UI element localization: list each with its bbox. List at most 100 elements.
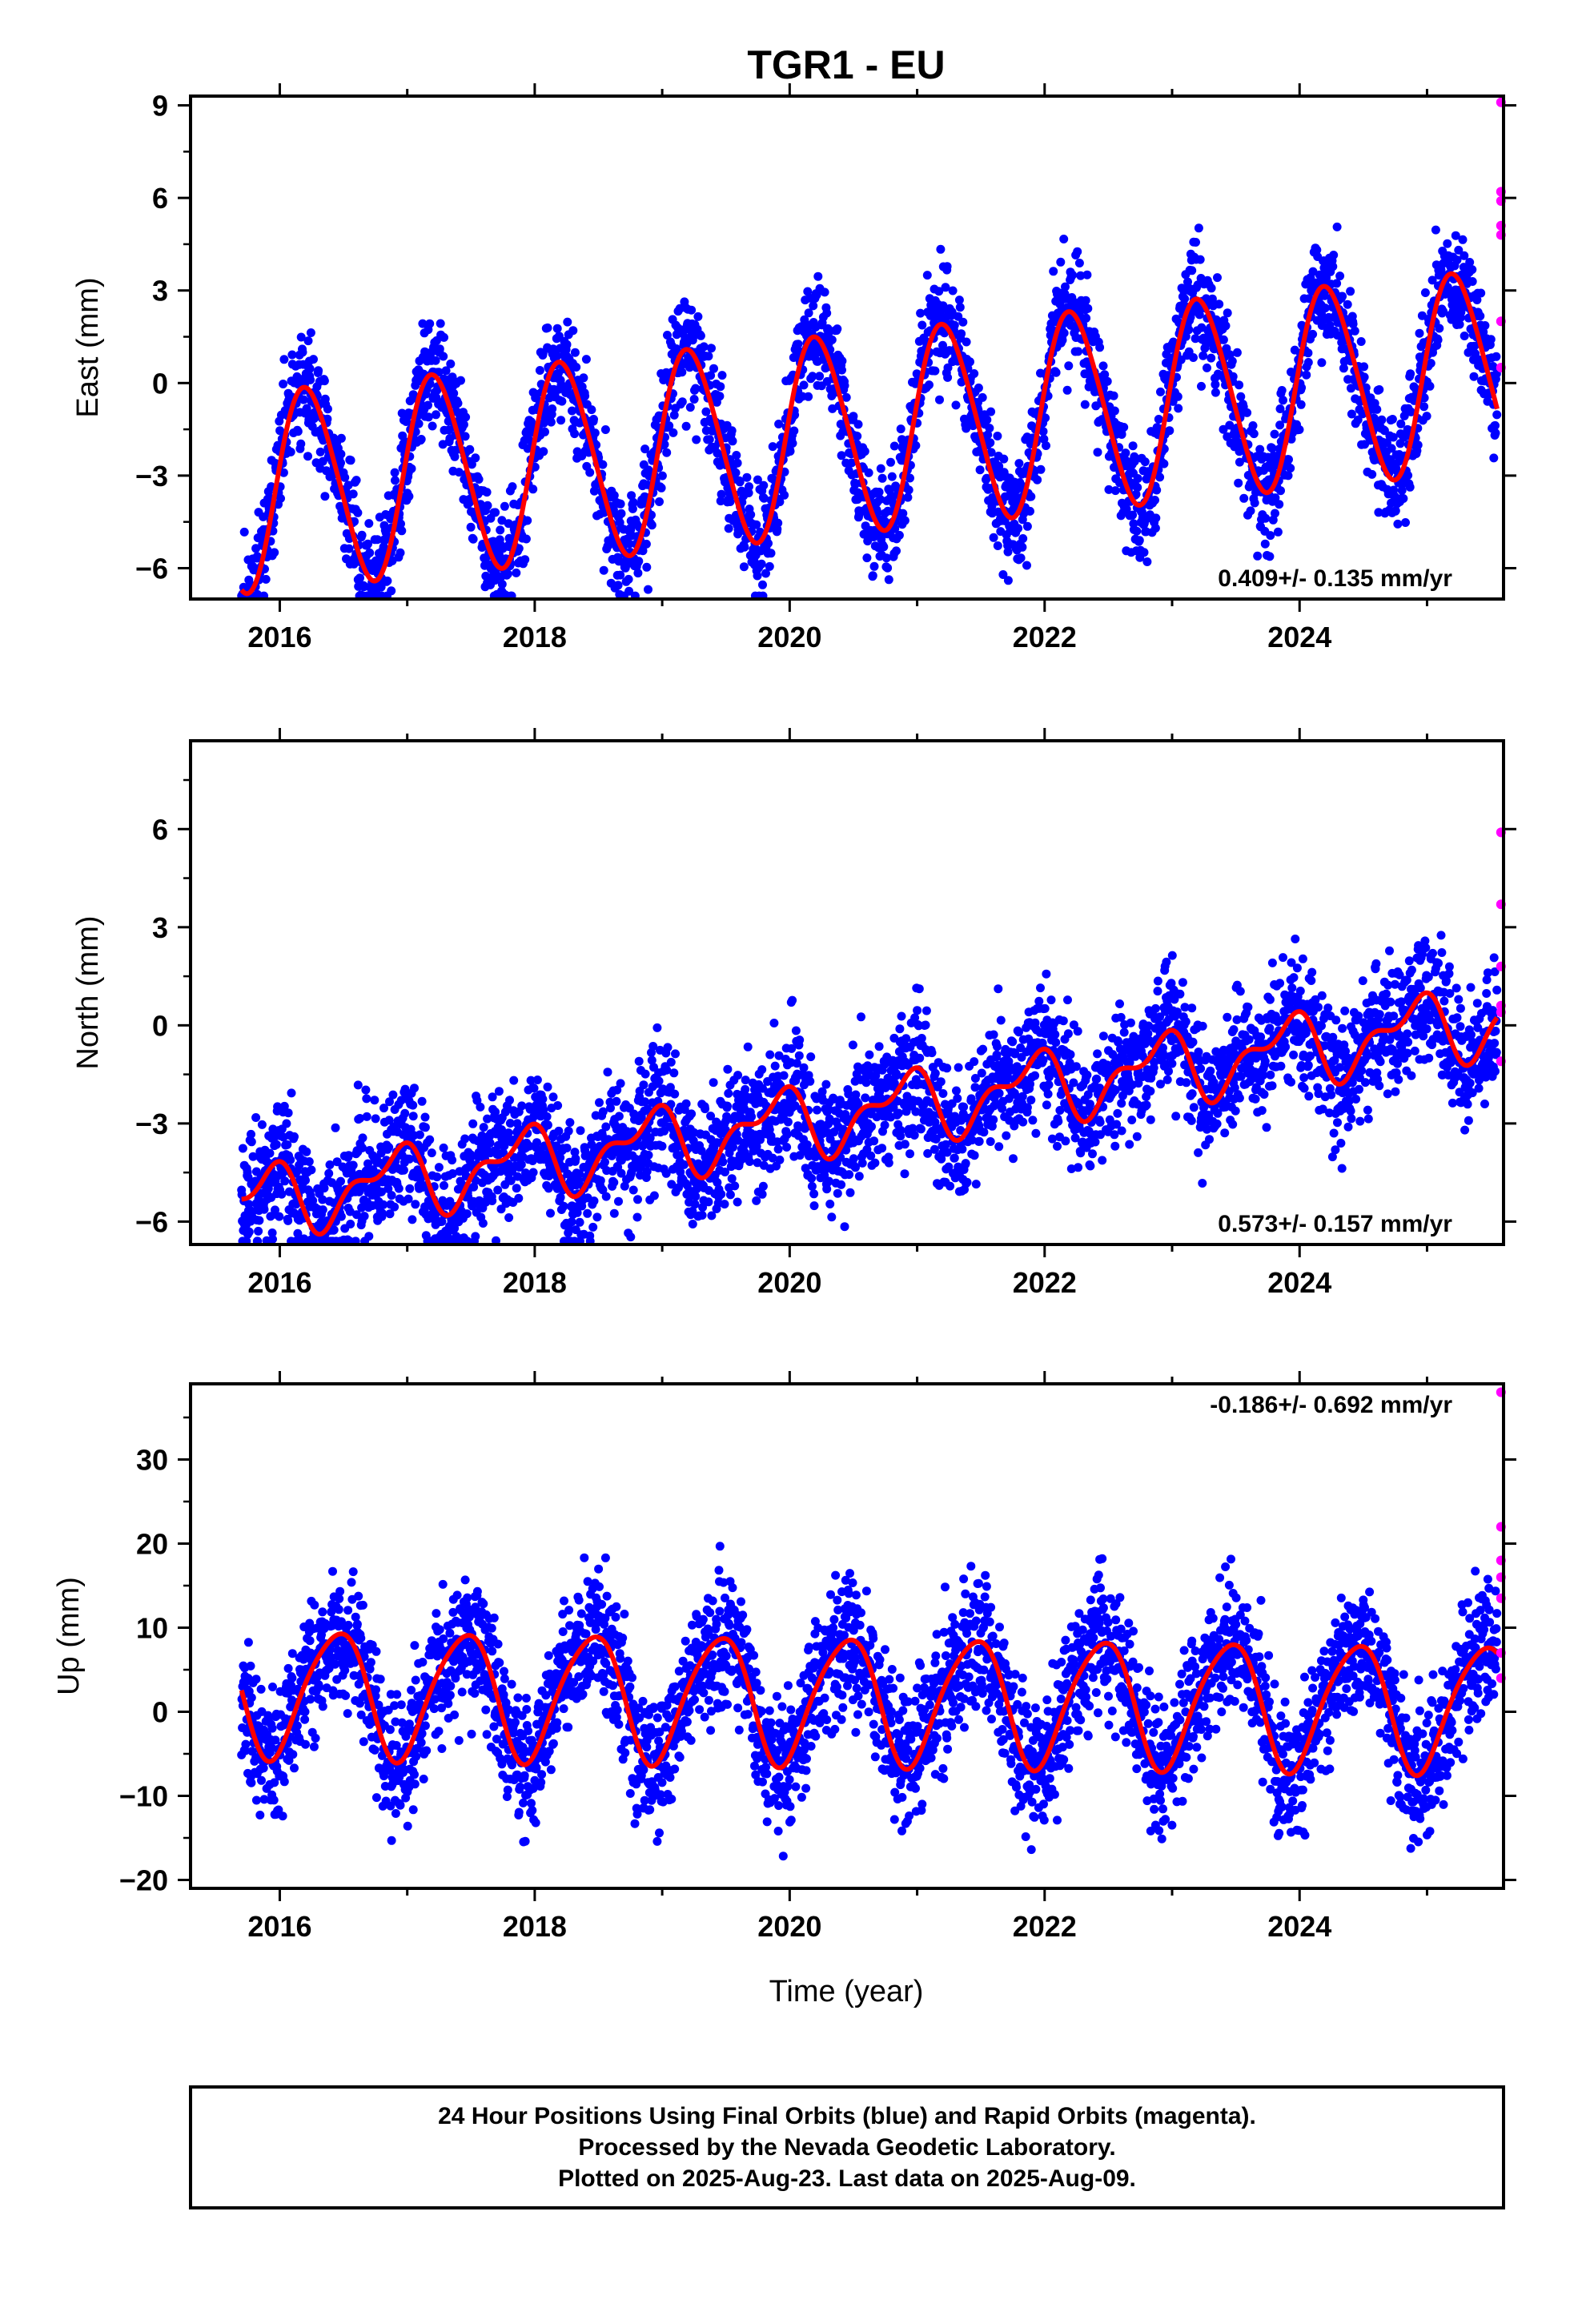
east-final-point-2716 — [1260, 539, 1270, 549]
north-final-point-406 — [390, 1202, 400, 1212]
east-final-point-1747 — [896, 424, 905, 434]
north-final-point-332 — [362, 1112, 371, 1121]
east-final-point-2434 — [1156, 387, 1165, 396]
north-final-point-290 — [346, 1220, 355, 1228]
north-final-point-878 — [564, 1126, 573, 1136]
east-final-point-798 — [539, 447, 548, 456]
east-final-point-1182 — [681, 421, 691, 431]
east-x-tick-label-2020: 2020 — [757, 621, 821, 653]
east-final-point-911 — [580, 392, 590, 400]
east-final-point-482 — [418, 319, 428, 328]
east-final-point-406 — [390, 468, 400, 477]
east-final-point-394 — [386, 514, 396, 524]
east-final-point-2567 — [1207, 353, 1216, 363]
north-final-point-1530 — [807, 1173, 817, 1183]
east-final-point-604 — [465, 444, 475, 454]
east-final-point-1052 — [633, 569, 643, 578]
east-final-point-1850 — [935, 395, 944, 404]
north-final-point-1000 — [609, 1178, 619, 1187]
east-final-point-1270 — [716, 382, 725, 392]
east-final-point-2510 — [1184, 325, 1194, 335]
north-final-point-729 — [509, 1076, 519, 1085]
north-final-point-326 — [359, 1212, 369, 1221]
east-final-point-2753 — [1273, 527, 1283, 537]
north-final-point-1362 — [743, 1042, 753, 1051]
east-final-point-508 — [428, 421, 437, 431]
north-final-point-170 — [301, 1176, 310, 1185]
east-final-point-1379 — [757, 559, 766, 569]
east-final-point-2080 — [1022, 561, 1031, 570]
east-final-point-887 — [572, 363, 581, 372]
north-final-point-1445 — [773, 1144, 783, 1154]
east-final-point-2273 — [1095, 343, 1105, 352]
east-final-point-267 — [336, 449, 346, 459]
east-final-point-1580 — [833, 324, 842, 334]
east-final-point-2393 — [1140, 457, 1150, 467]
east-final-point-1064 — [638, 546, 648, 556]
east-y-tick-label--3: −3 — [135, 460, 168, 493]
east-final-point-102 — [276, 493, 285, 503]
north-final-point-1307 — [723, 1064, 733, 1074]
east-final-point-407 — [391, 476, 400, 485]
east-final-point-163 — [298, 348, 307, 357]
east-final-point-1651 — [860, 447, 869, 456]
east-final-point-2432 — [1155, 472, 1165, 482]
east-final-point-2683 — [1248, 421, 1258, 430]
east-final-point-543 — [441, 366, 451, 376]
east-final-point-2150 — [1049, 267, 1058, 276]
east-final-point-2422 — [1151, 513, 1161, 523]
east-final-point-1715 — [884, 575, 893, 585]
east-final-point-755 — [521, 534, 531, 544]
east-final-point-963 — [599, 565, 608, 575]
north-final-point-783 — [528, 1168, 538, 1177]
north-final-point-1208 — [687, 1109, 697, 1119]
east-final-point-1465 — [789, 426, 799, 436]
east-final-point-1273 — [717, 489, 726, 499]
north-final-point-1298 — [720, 1200, 729, 1209]
north-final-point-105 — [277, 1189, 287, 1199]
east-final-point-1294 — [724, 524, 733, 533]
north-final-point-265 — [336, 1176, 345, 1186]
east-final-point-1873 — [943, 372, 953, 382]
east-final-point-2676 — [1246, 506, 1255, 516]
east-final-point-2183 — [1061, 282, 1070, 292]
east-final-point-1616 — [847, 458, 857, 468]
north-final-point-1572 — [822, 1184, 832, 1194]
east-final-point-1369 — [753, 571, 762, 581]
east-final-point-3349 — [1492, 410, 1502, 420]
east-final-point-1203 — [689, 395, 699, 404]
north-final-point-540 — [440, 1180, 448, 1190]
north-final-points — [237, 931, 1502, 1246]
east-final-point-380 — [379, 536, 389, 545]
north-final-point-792 — [532, 1138, 541, 1148]
east-final-point-2191 — [1064, 361, 1074, 371]
north-final-point-602 — [462, 1209, 472, 1219]
east-final-point-2116 — [1036, 464, 1046, 474]
east-final-point-387 — [383, 576, 392, 585]
east-final-point-1119 — [657, 471, 667, 480]
east-final-point-3196 — [1435, 324, 1444, 333]
north-final-point-645 — [479, 1123, 488, 1132]
east-final-point-362 — [372, 535, 382, 545]
east-final-point-3039 — [1377, 415, 1387, 424]
east-final-point-567 — [450, 452, 460, 461]
north-final-point-338 — [364, 1232, 374, 1241]
north-final-point-21 — [244, 1227, 254, 1236]
north-final-point-1082 — [640, 1069, 650, 1079]
east-final-point-1006 — [616, 570, 625, 580]
east-final-point-1079 — [644, 585, 652, 594]
east-final-point-1170 — [677, 368, 687, 377]
east-final-point-310 — [353, 508, 363, 517]
east-final-point-2314 — [1110, 486, 1120, 496]
east-final-point-1345 — [744, 489, 753, 497]
east-final-point-2202 — [1068, 270, 1078, 279]
east-final-point-2579 — [1211, 380, 1220, 389]
east-final-point-1735 — [892, 546, 901, 556]
east-final-point-3032 — [1375, 385, 1384, 394]
east-final-point-2018 — [999, 454, 1009, 464]
east-final-point-2130 — [1042, 441, 1050, 450]
east-final-point-3219 — [1443, 239, 1452, 248]
north-final-point-45 — [255, 1216, 264, 1225]
north-final-point-1015 — [614, 1112, 624, 1121]
east-final-point-213 — [315, 447, 325, 456]
